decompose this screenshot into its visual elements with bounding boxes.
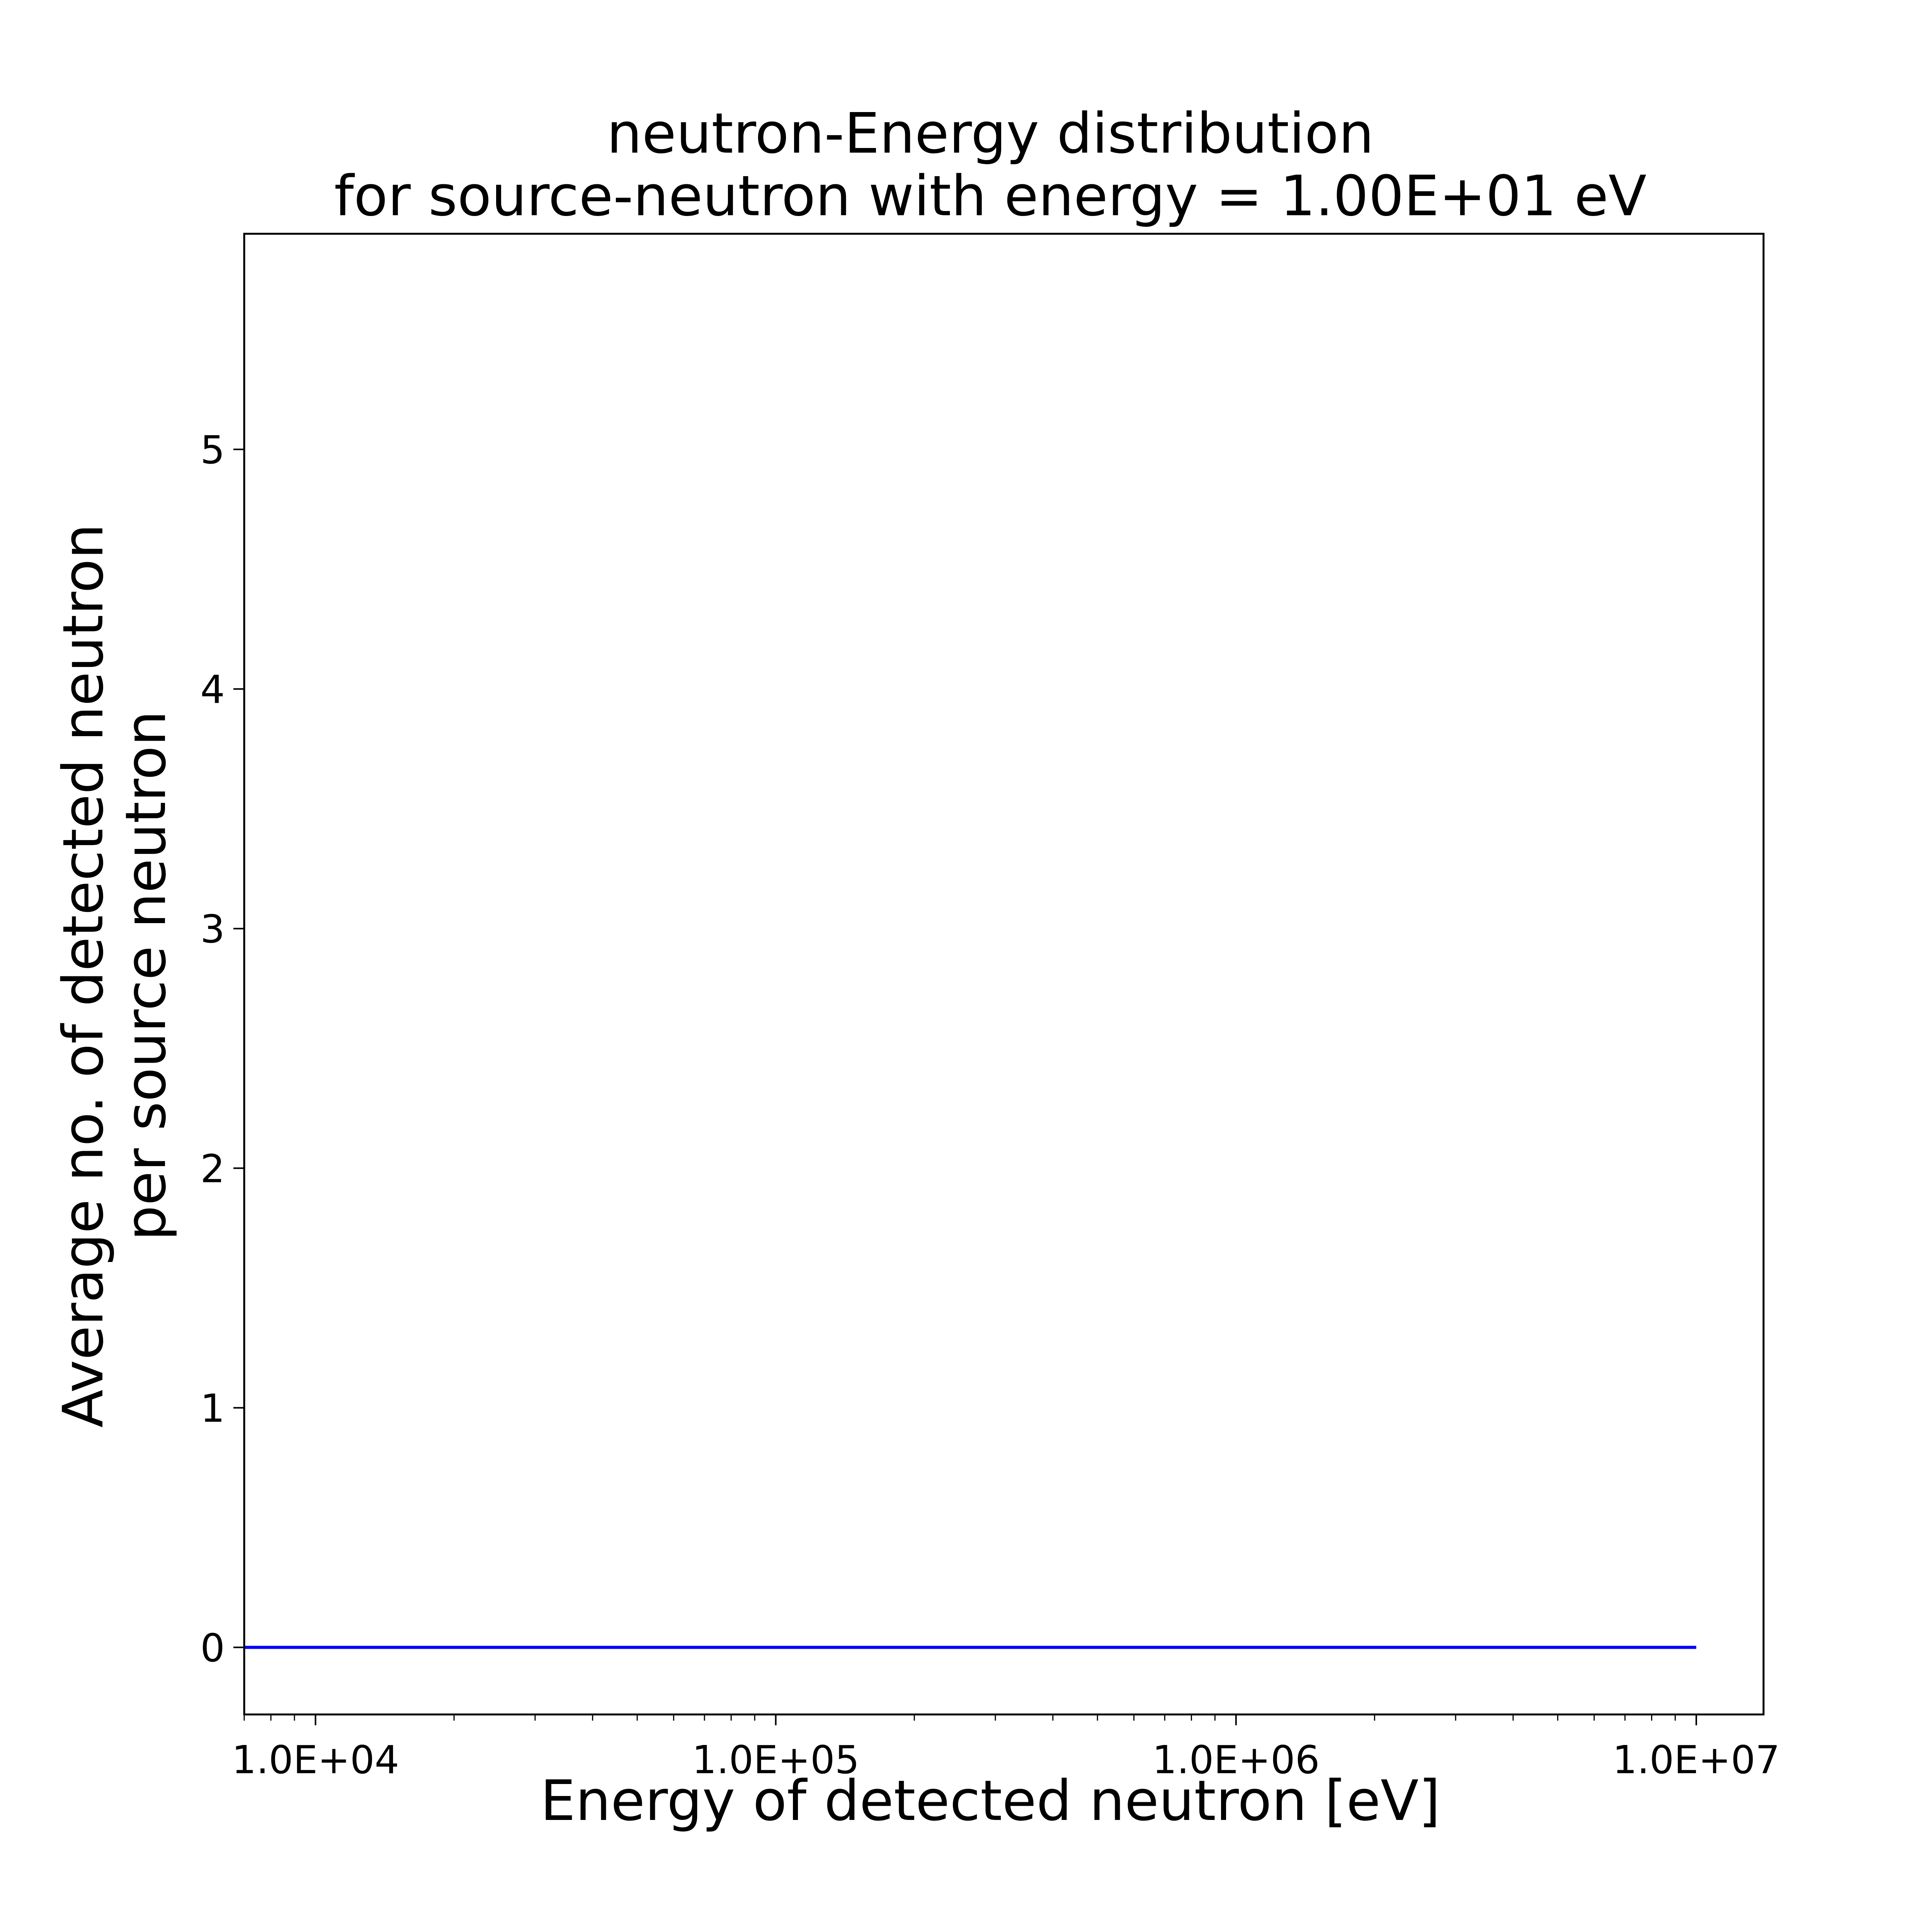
y-tick-label-4: 4 xyxy=(200,667,225,712)
y-axis-label-line-1: Average no. of detected neutron xyxy=(51,524,116,1428)
x-axis-label: Energy of detected neutron [eV] xyxy=(540,1768,1440,1833)
y-tick-label-2: 2 xyxy=(200,1146,225,1191)
plot-area: 1.0E+04 1.0E+05 1.0E+06 1.0E+07 0 1 2 3 4 5 xyxy=(200,427,1780,1782)
chart-title-line-2: for source-neutron with energy = 1.00E+0… xyxy=(334,163,1646,228)
x-tick-label-3: 1.0E+07 xyxy=(1612,1737,1780,1782)
x-tick-label-0: 1.0E+04 xyxy=(232,1737,399,1782)
y-tick-label-1: 1 xyxy=(200,1386,225,1431)
chart-title-line-1: neutron-Energy distribution xyxy=(607,101,1374,166)
y-axis-label-line-2: per source neutron xyxy=(113,711,178,1241)
x-tick-label-2: 1.0E+06 xyxy=(1152,1737,1320,1782)
y-tick-label-3: 3 xyxy=(200,906,225,952)
y-tick-label-0: 0 xyxy=(200,1625,225,1670)
x-tick-label-1: 1.0E+05 xyxy=(692,1737,859,1782)
y-axis-label: Average no. of detected neutron per sour… xyxy=(51,524,178,1428)
y-tick-label-5: 5 xyxy=(200,427,225,473)
plot-frame xyxy=(243,233,1765,1716)
